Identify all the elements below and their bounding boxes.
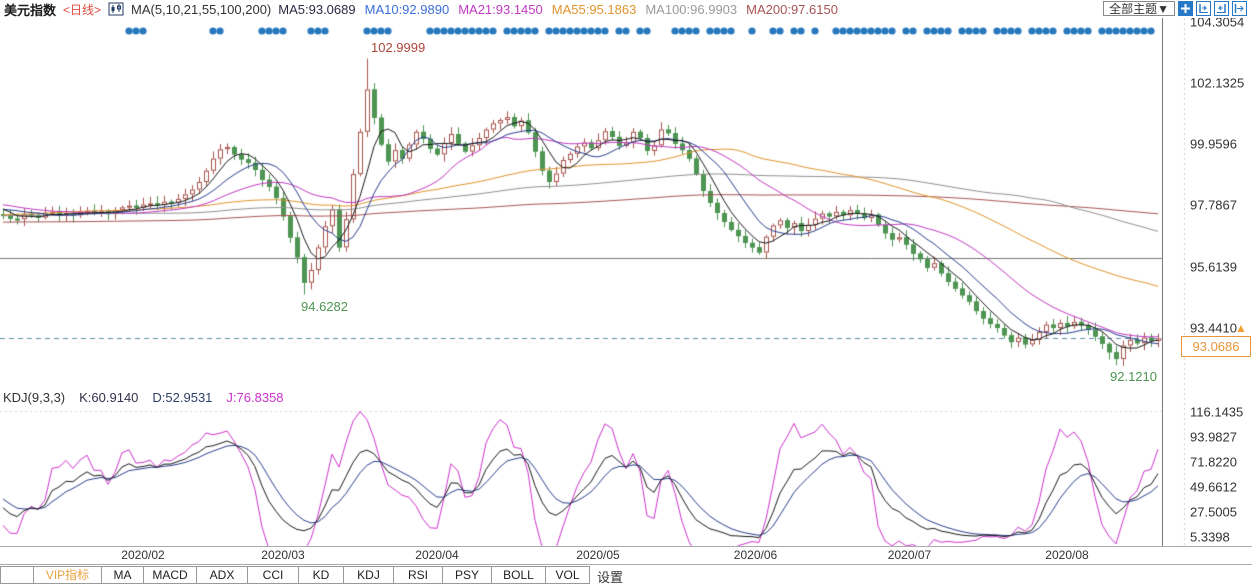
indicator-tab-ma[interactable]: MA [101, 566, 144, 584]
indicator-tab-kdj[interactable]: KDJ [343, 566, 394, 584]
indicator-tabs: VIP指标 MA MACD ADX CCI KD KDJ RSI PSY BOLL VOL [33, 565, 590, 584]
candlestick-icon[interactable] [108, 2, 124, 16]
indicator-tab-macd[interactable]: MACD [143, 566, 197, 584]
kdj-axis-label: 5.3398 [1190, 529, 1230, 545]
x-axis-label: 2020/08 [1045, 548, 1089, 562]
x-axis-label: 2020/02 [121, 548, 165, 562]
theme-dropdown-button[interactable]: 全部主题▼ [1103, 1, 1175, 16]
x-axis-label: 2020/04 [415, 548, 459, 562]
plot-right-border [1162, 18, 1163, 546]
kdj-axis-label: 116.1435 [1190, 404, 1244, 420]
x-axis-line [0, 546, 1252, 547]
kdj-j-value: J:76.8358 [226, 390, 284, 405]
pane-popout-icon[interactable] [1232, 1, 1247, 16]
symbol-name: 美元指数 [4, 2, 57, 18]
kdj-axis-label: 27.5005 [1190, 504, 1237, 520]
ma-value-label: MA55:95.1863 [551, 1, 637, 17]
indicator-tab-psy[interactable]: PSY [442, 566, 492, 584]
header-toolbar: 全部主题▼ [1103, 1, 1247, 16]
annotation-march-low: 94.6282 [301, 298, 348, 314]
ma-value-label: MA5:93.0689 [278, 1, 356, 17]
ma-value-label: MA21:93.1450 [458, 1, 543, 17]
price-axis-label: 97.7867 [1190, 197, 1237, 213]
kdj-d-value: D:52.9531 [152, 390, 213, 405]
indicator-tab-rsi[interactable]: RSI [393, 566, 443, 584]
annotation-august-low: 92.1210 [1110, 369, 1157, 385]
kdj-title: KDJ(9,3,3) [3, 390, 66, 405]
ma-group-label: MA(5,10,21,55,100,200) [131, 1, 272, 17]
x-axis-label: 2020/03 [261, 548, 305, 562]
indicator-tabbar: VIP指标 MA MACD ADX CCI KD KDJ RSI PSY BOLL VOL 设置 [0, 564, 1252, 587]
period-label[interactable]: <日线> [63, 2, 102, 17]
last-price-badge: 93.0686 [1181, 336, 1251, 357]
x-axis-label: 2020/06 [733, 548, 778, 562]
kdj-axis-label: 93.9827 [1190, 429, 1237, 445]
indicator-tab-vol[interactable]: VOL [545, 566, 590, 584]
indicator-tab-boll[interactable]: BOLL [491, 566, 546, 584]
tabbar-lead-cell [0, 566, 34, 584]
price-axis-label: 102.1325 [1190, 75, 1245, 91]
indicator-tab-kd[interactable]: KD [298, 566, 344, 584]
ma-value-label: MA10:92.9890 [364, 1, 450, 17]
price-axis-label: 95.6139 [1190, 259, 1237, 275]
ma-value-label: MA100:96.9903 [645, 1, 738, 17]
settings-button[interactable]: 设置 [597, 570, 624, 585]
ma-values: MA5:93.0689 MA10:92.9890 MA21:93.1450 MA55:… [278, 2, 838, 17]
x-axis-label: 2020/07 [887, 548, 932, 562]
x-axis-label: 2020/05 [576, 548, 620, 562]
annotation-period-high: 102.9999 [371, 39, 426, 55]
indicator-tab-cci[interactable]: CCI [247, 566, 299, 584]
kdj-header: KDJ(9,3,3) K:60.9140 D:52.9531 J:76.8358 [3, 390, 284, 405]
price-up-arrow-icon: ▲ [1235, 321, 1247, 335]
indicator-tab-adx[interactable]: ADX [196, 566, 248, 584]
price-axis-label: 99.9596 [1190, 136, 1237, 152]
y-axis-right-icon[interactable] [1214, 1, 1229, 16]
kdj-axis-label: 49.6612 [1190, 479, 1237, 495]
move-icon[interactable] [1178, 1, 1193, 16]
kdj-axis-label: 71.8220 [1190, 454, 1237, 470]
y-axis-left-icon[interactable] [1196, 1, 1211, 16]
chart-header: 美元指数 <日线> MA(5,10,21,55,100,200) MA5:93.… [0, 0, 1252, 18]
price-axis-label: 93.4410 [1190, 320, 1237, 336]
ma-value-label: MA200:97.6150 [746, 1, 838, 17]
kdj-k-value: K:60.9140 [79, 390, 139, 405]
indicator-tab-vip[interactable]: VIP指标 [33, 566, 102, 584]
